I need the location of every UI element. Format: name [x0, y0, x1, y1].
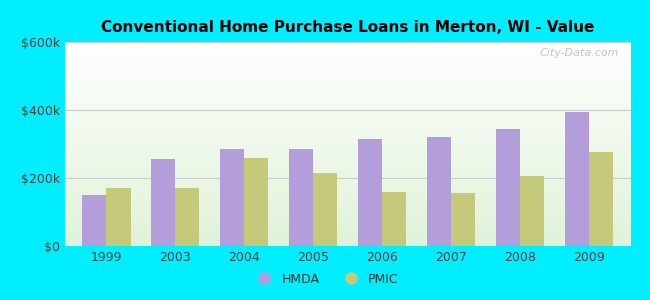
Bar: [382, 192, 406, 246]
Bar: [107, 188, 131, 246]
Bar: [83, 195, 107, 246]
Bar: [244, 158, 268, 246]
Legend: HMDA, PMIC: HMDA, PMIC: [246, 268, 404, 291]
Bar: [589, 152, 613, 246]
Title: Conventional Home Purchase Loans in Merton, WI - Value: Conventional Home Purchase Loans in Mert…: [101, 20, 595, 35]
Bar: [520, 176, 544, 246]
Bar: [358, 139, 382, 246]
Bar: [176, 188, 200, 246]
Bar: [496, 129, 520, 246]
Bar: [220, 149, 244, 246]
Text: City-Data.com: City-Data.com: [540, 48, 619, 58]
Bar: [289, 149, 313, 246]
Bar: [151, 159, 176, 246]
Bar: [313, 173, 337, 246]
Bar: [451, 193, 475, 246]
Bar: [427, 137, 451, 246]
Bar: [565, 112, 589, 246]
